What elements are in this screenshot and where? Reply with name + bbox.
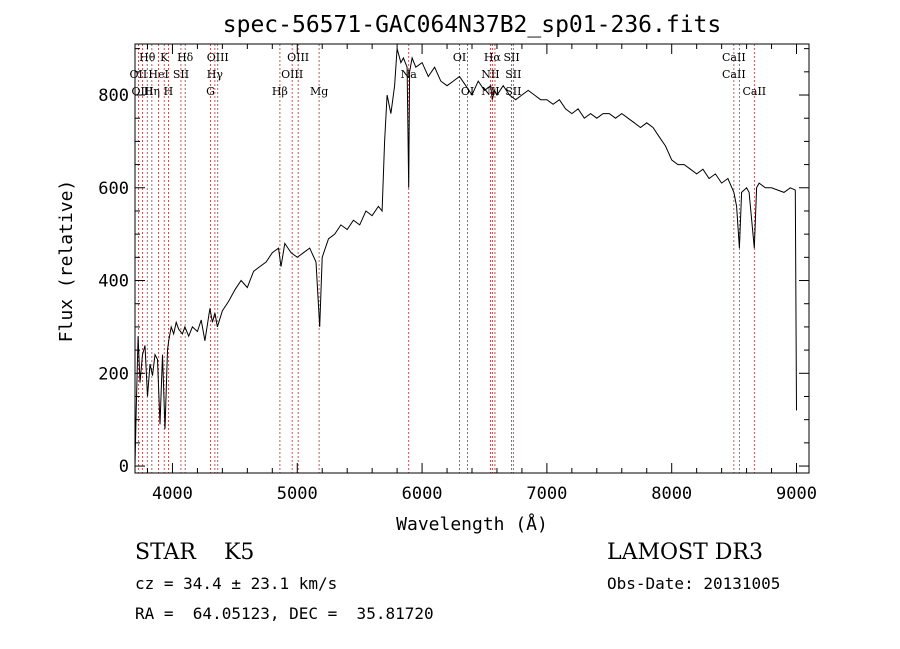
line-label-CaII: CaII xyxy=(742,85,766,98)
x-tick-label: 4000 xyxy=(152,484,193,504)
line-label-OIII: OIII xyxy=(207,51,229,64)
line-label-Mg: Mg xyxy=(310,85,328,98)
line-label-SII: SII xyxy=(173,68,189,81)
line-label-OI: OI xyxy=(461,85,474,98)
line-label-Hβ: Hβ xyxy=(272,85,288,98)
line-label-H: H xyxy=(164,85,174,98)
line-label-OII: OII xyxy=(130,68,148,81)
line-label-CaII: CaII xyxy=(722,51,746,64)
survey-name: LAMOST DR3 xyxy=(607,540,763,565)
chart-title: spec-56571-GAC064N37B2_sp01-236.fits xyxy=(223,12,722,38)
line-label-Hδ: Hδ xyxy=(177,51,194,64)
observation-date: Obs-Date: 20131005 xyxy=(607,574,781,593)
line-label-Hθ: Hθ xyxy=(139,51,156,64)
line-label-Hγ: Hγ xyxy=(207,68,224,81)
line-label-CaII: CaII xyxy=(722,68,746,81)
x-tick-label: 6000 xyxy=(402,484,443,504)
x-tick-label: 7000 xyxy=(526,484,567,504)
emission-line-markers xyxy=(137,44,755,473)
line-label-OIII: OIII xyxy=(287,51,309,64)
line-label-NII: NII xyxy=(481,85,499,98)
line-label-HeI: HeI xyxy=(148,68,168,81)
line-label-Na: Na xyxy=(401,68,418,81)
y-tick-label: 0 xyxy=(119,457,129,477)
y-tick-label: 200 xyxy=(98,364,129,384)
spectrum-series-line xyxy=(134,48,797,467)
object-class: STAR K5 xyxy=(135,540,255,565)
y-tick-label: 800 xyxy=(98,86,129,106)
line-label-K: K xyxy=(160,51,169,64)
plot-frame xyxy=(134,43,810,474)
x-tick-label: 9000 xyxy=(776,484,817,504)
line-label-OIII: OIII xyxy=(281,68,303,81)
line-label-G: G xyxy=(206,85,215,98)
x-tick-label: 5000 xyxy=(277,484,318,504)
line-label-Hα: Hα xyxy=(484,51,502,64)
y-axis-label: Flux (relative) xyxy=(56,180,77,343)
y-axis-ticks: 0 200 400 600 800 xyxy=(98,48,809,477)
line-label-SII: SII xyxy=(503,51,519,64)
x-axis-ticks: 4000 5000 6000 7000 8000 9000 xyxy=(146,44,817,504)
line-label-OI: OI xyxy=(453,51,466,64)
line-label-NII: NII xyxy=(481,68,499,81)
y-tick-label: 600 xyxy=(98,179,129,199)
redshift-velocity: cz = 34.4 ± 23.1 km/s xyxy=(135,574,338,593)
y-tick-label: 400 xyxy=(98,272,129,292)
line-label-SII: SII xyxy=(505,68,521,81)
line-label-Hη: Hη xyxy=(144,85,160,98)
coordinates: RA = 64.05123, DEC = 35.81720 xyxy=(135,604,434,623)
x-tick-label: 8000 xyxy=(651,484,692,504)
x-axis-label: Wavelength (Å) xyxy=(396,513,548,535)
